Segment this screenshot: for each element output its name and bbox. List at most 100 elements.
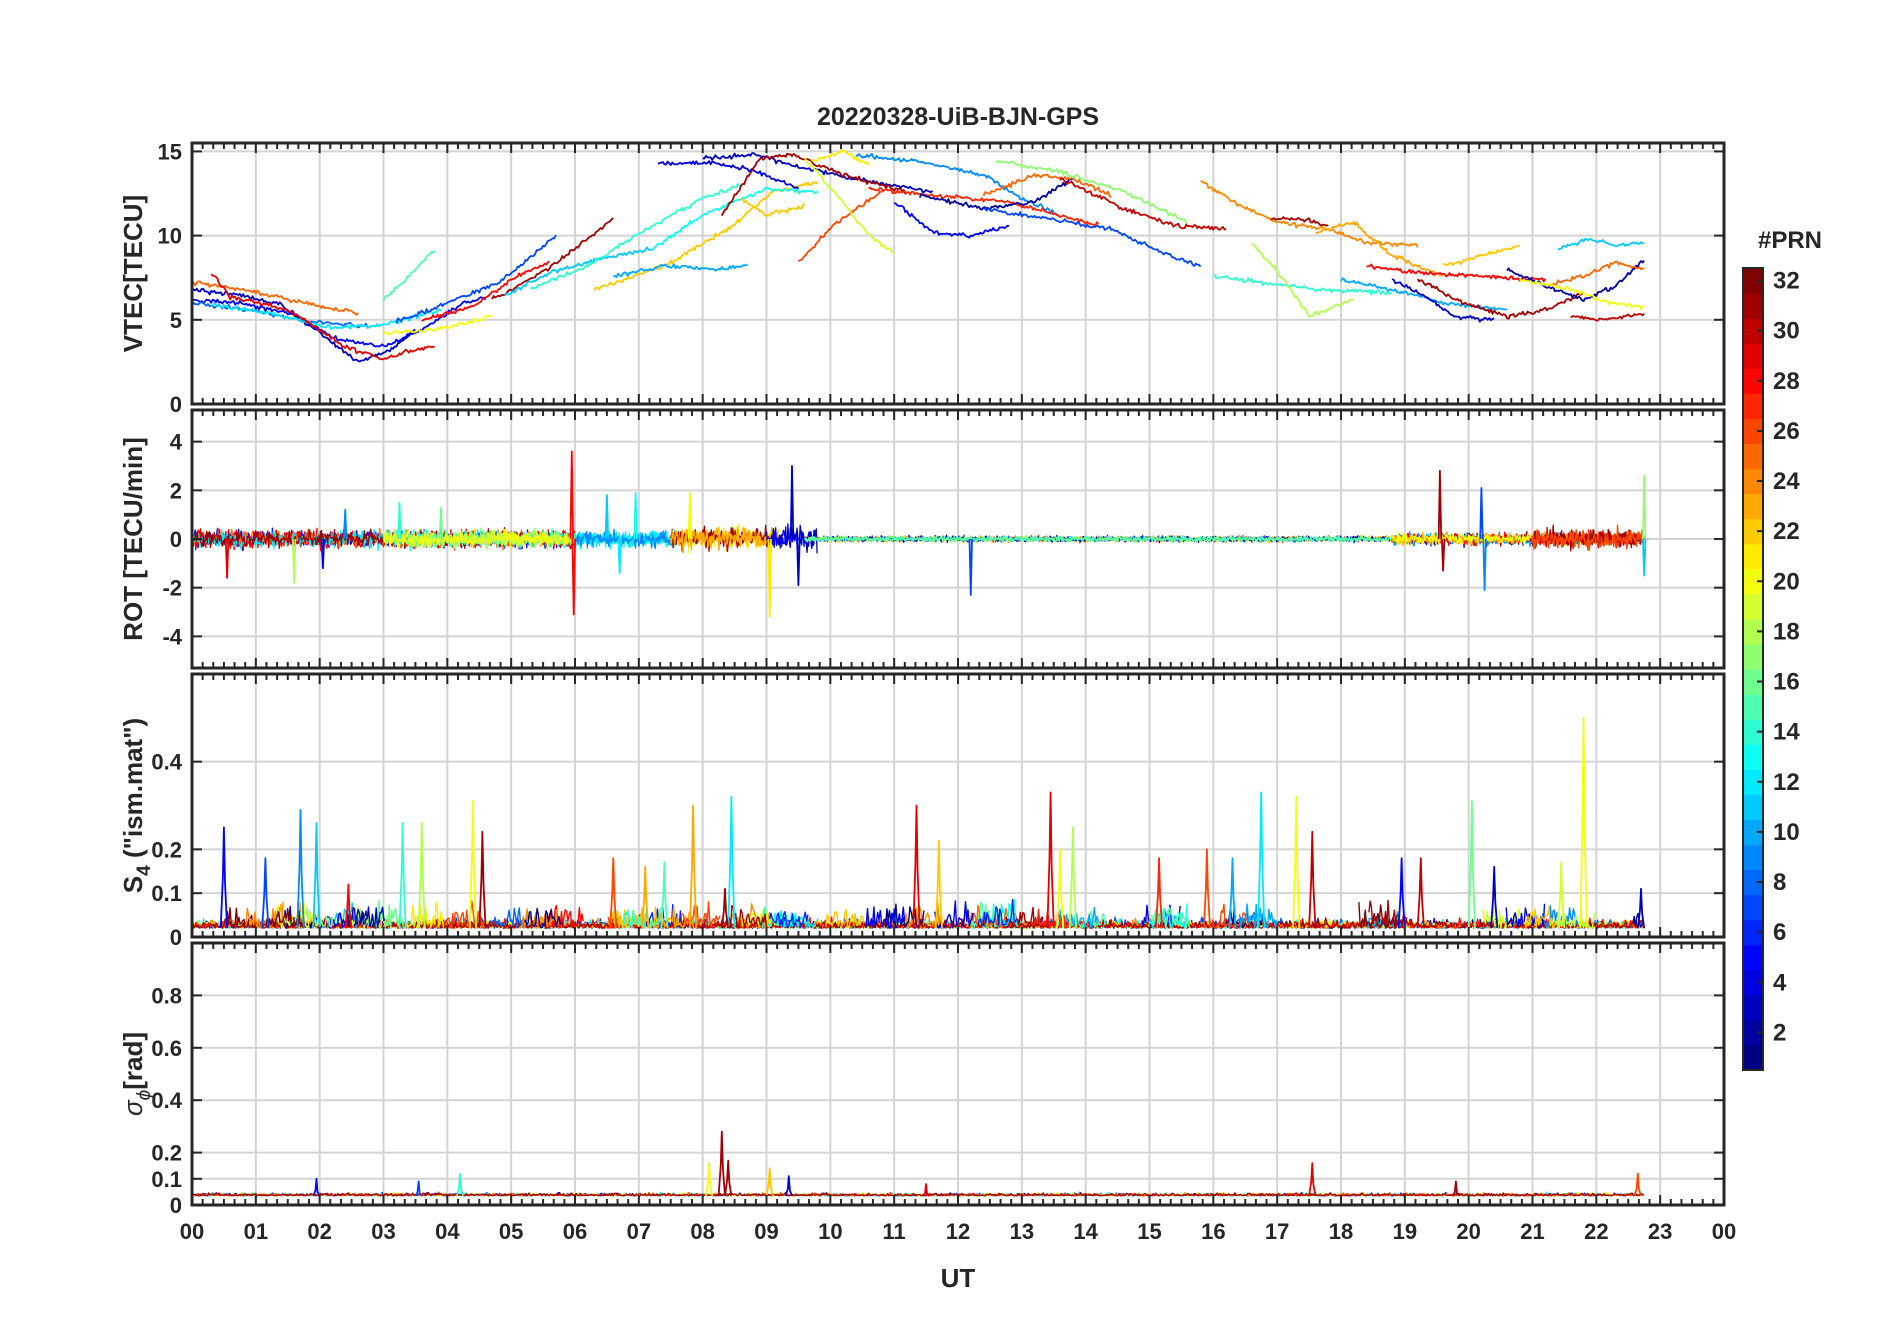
vtec-track-prn-2 [918,177,1074,211]
s4-burst-prn-10 [1059,906,1099,929]
colorbar-segment-prn-26 [1743,418,1763,445]
colorbar-tick-label: 28 [1773,368,1800,395]
s4-burst-prn-6 [977,898,1018,927]
sigma-spike-prn-26 [1633,1172,1642,1197]
vtec-track-prn-27 [868,186,1100,227]
s4-burst-prn-4 [1505,903,1546,929]
rot-series-prn-20 [382,528,576,549]
colorbar-segment-prn-29 [1743,343,1763,369]
x-tick-label: 18 [1329,1219,1353,1244]
colorbar-segment-prn-10 [1743,819,1763,846]
sigma-spike-prn-14 [456,1172,465,1197]
vtec-track-prn-30 [1570,313,1645,322]
s4-spike-prn-3 [1636,887,1646,929]
x-tick-label: 04 [435,1219,460,1244]
vtec-track-prn-17 [995,159,1189,225]
s4-spike-prn-23 [689,804,698,929]
panel-s4: 00.10.20.4S4 ("ism.mat") [118,672,1726,950]
y-axis-label-s4: S4 ("ism.mat") [118,718,155,893]
y-tick-label: 0.2 [151,1141,182,1166]
x-tick-label: 03 [371,1219,395,1244]
s4-burst-prn-22 [825,908,865,928]
s4-burst-prn-26 [444,900,485,929]
colorbar-segment-prn-20 [1743,568,1763,595]
x-tick-label: 08 [690,1219,714,1244]
y-tick-label: 0 [170,392,182,417]
colorbar-segment-prn-8 [1743,869,1763,896]
colorbar-tick-label: 8 [1773,869,1786,896]
vtec-track-prn-14 [1213,274,1393,296]
vtec-track-prn-28 [421,260,550,322]
vtec-track-prn-11 [1557,237,1645,251]
colorbar-tick-label: 16 [1773,669,1800,696]
colorbar-segment-prn-16 [1743,669,1763,695]
rot-spike-prn-4 [320,538,325,570]
s4-burst-prn-26 [1211,903,1252,929]
y-axis-label-rest: [rad] [118,1032,148,1090]
s4-spike-prn-29 [912,804,921,929]
chart-title: 20220328-UiB-BJN-GPS [817,103,1099,131]
y-tick-label: 0.4 [151,750,182,775]
colorbar-segment-prn-23 [1743,493,1763,520]
colorbar-tick-label: 20 [1773,568,1800,595]
colorbar-segment-prn-6 [1743,919,1763,946]
y-tick-label: 0.1 [151,881,182,906]
x-tick-label: 07 [627,1219,651,1244]
y-tick-label: 0 [170,925,182,950]
colorbar-frame [1742,267,1764,1071]
s4-spike-prn-18 [1068,826,1077,929]
colorbar-segment-prn-24 [1743,468,1763,495]
rot-spike-prn-31 [1437,469,1443,540]
s4-burst-prn-28 [544,904,584,929]
rot-spike-prn-11 [604,494,610,540]
vtec-track-prn-7 [982,206,1202,268]
s4-spike-prn-31 [478,830,487,929]
x-tick-label: 12 [946,1219,970,1244]
rot-series-prn-26 [1531,524,1645,552]
colorbar-tick-label: 32 [1773,268,1800,295]
x-tick-label: 05 [499,1219,523,1244]
sigma-spike-prn-31 [1451,1180,1460,1197]
vtec-track-prn-31 [1416,278,1585,320]
rot-spike-prn-3 [789,465,795,540]
y-tick-label: 2 [170,478,182,503]
y-tick-label: 0.1 [151,1167,182,1192]
panel-vtec: 0 5 10 15 VTEC[TECU] [118,139,1726,417]
s4-burst-prn-20 [275,902,315,929]
colorbar-tick-label: 4 [1773,969,1787,996]
s4-burst-prn-3 [347,906,386,929]
rot-series-prn-23 [670,526,780,554]
vtec-track-prn-23 [1315,220,1444,277]
s4-spike-prn-10 [1228,857,1237,929]
vtec-track-prn-9 [855,152,1061,218]
sigma-spike-prn-20 [705,1162,714,1196]
vtec-track-prn-25 [192,280,359,316]
rot-spike-prn-16 [438,506,444,540]
s4-burst-prn-15 [1151,906,1191,929]
s4-burst-prn-14 [622,907,662,929]
rot-spike-prn-18 [292,538,297,584]
rot-spike-prn-9 [1482,538,1487,591]
rot-spike-prn-28 [569,450,574,540]
s4-spike-prn-23 [641,866,650,929]
colorbar-segment-prn-18 [1743,618,1763,645]
s4-spike-prn-3 [1490,866,1499,929]
vtec-track-prn-26 [797,190,882,263]
vtec-track-prn-25 [982,172,1112,199]
colorbar-segment-prn-3 [1743,994,1763,1021]
x-tick-label: 02 [307,1219,331,1244]
vtec-track-prn-30 [1059,177,1227,231]
vtec-track-prn-25 [1544,260,1645,287]
colorbar-tick-label: 22 [1773,518,1800,545]
rot-spike-prn-28 [571,538,576,616]
s4-spike-prn-20 [1579,716,1588,929]
vtec-track-prn-20 [1519,278,1645,311]
rot-spike-prn-20 [687,491,693,540]
colorbar-segment-prn-2 [1743,1019,1763,1046]
vtec-track-prn-21 [810,148,870,166]
y-axis-label-sub: 4 [134,865,155,876]
colorbar-segment-prn-9 [1743,844,1763,871]
